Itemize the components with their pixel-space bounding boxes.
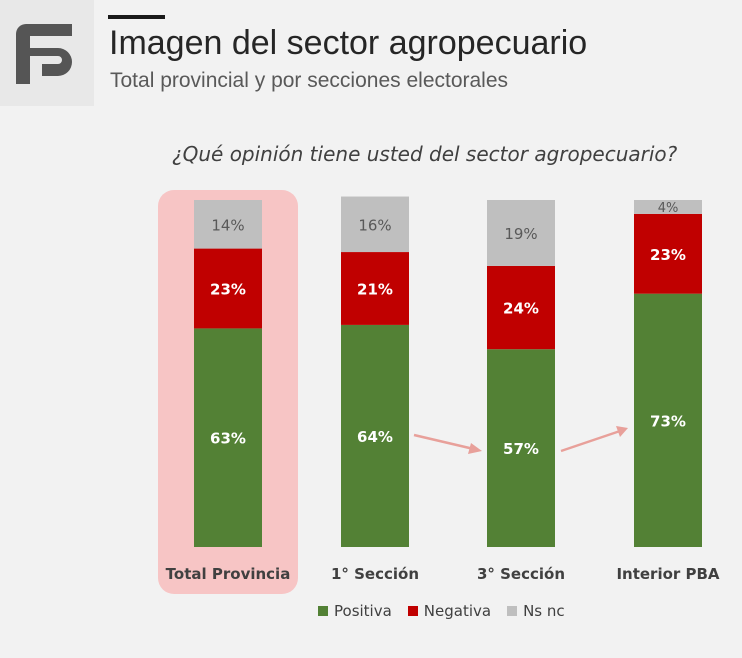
legend-item-negativa: Negativa: [407, 602, 492, 620]
category-label-3: 3° Sección: [477, 565, 565, 583]
data-label-positiva-4: 73%: [650, 412, 686, 430]
bar-segment-positiva-4: [634, 293, 702, 547]
bar-segment-negativa-4: [634, 213, 702, 294]
header-rule: [108, 15, 165, 19]
data-label-nsnc-4: 4%: [658, 201, 679, 216]
bar-segment-positiva-1: [194, 328, 262, 547]
data-label-positiva-3: 57%: [503, 440, 539, 458]
trend-arrow-line-1: [413, 433, 479, 452]
data-label-nsnc-2: 16%: [358, 216, 391, 234]
data-label-nsnc-3: 19%: [504, 225, 537, 243]
bar-segment-negativa-1: [194, 248, 262, 329]
bar-segment-nsnc-2: [341, 196, 409, 253]
legend-swatch-negativa: [407, 606, 418, 616]
bar-segment-positiva-3: [487, 349, 555, 547]
data-label-nsnc-1: 14%: [211, 216, 244, 234]
chart-title: ¿Qué opinión tiene usted del sector agro…: [172, 142, 678, 166]
category-label-1: Total Provincia: [166, 565, 291, 583]
data-label-negativa-4: 23%: [650, 246, 686, 264]
category-label-4: Interior PBA: [616, 565, 719, 583]
trend-arrow-head-1: [468, 443, 482, 454]
page-title: Imagen del sector agropecuario: [109, 24, 588, 62]
trend-arrow-head-2: [616, 426, 628, 437]
data-label-negativa-1: 23%: [210, 280, 246, 298]
bar-segment-nsnc-1: [194, 200, 262, 249]
bar-segment-positiva-2: [341, 324, 409, 547]
legend-swatch-nsnc: [507, 606, 518, 616]
data-label-positiva-2: 64%: [357, 428, 393, 446]
legend-item-positiva: Positiva: [318, 602, 392, 620]
legend-label-negativa: Negativa: [423, 602, 492, 620]
data-label-negativa-3: 24%: [503, 300, 539, 318]
legend-label-positiva: Positiva: [334, 602, 392, 620]
stacked-bar-chart: 63% 23% 14% Total Provincia 64% 21% 16% 1° Secc…: [158, 190, 720, 594]
data-label-positiva-1: 63%: [210, 430, 246, 448]
bar-segment-negativa-3: [487, 265, 555, 350]
brand-logo-icon: [16, 24, 72, 84]
bar-segment-negativa-2: [341, 252, 409, 325]
data-label-negativa-2: 21%: [357, 280, 393, 298]
legend-label-nsnc: Ns nc: [523, 602, 565, 620]
category-label-2: 1° Sección: [331, 565, 419, 583]
legend-item-nsnc: Ns nc: [507, 602, 565, 620]
page-subtitle: Total provincial y por secciones elector…: [110, 69, 509, 92]
bar-segment-nsnc-3: [487, 200, 555, 266]
chart-legend: Positiva Negativa Ns nc: [318, 602, 565, 620]
legend-swatch-positiva: [318, 606, 328, 616]
trend-arrow-line-2: [560, 428, 624, 453]
logo-panel: [0, 0, 94, 106]
bar-segment-nsnc-4: [634, 200, 702, 214]
